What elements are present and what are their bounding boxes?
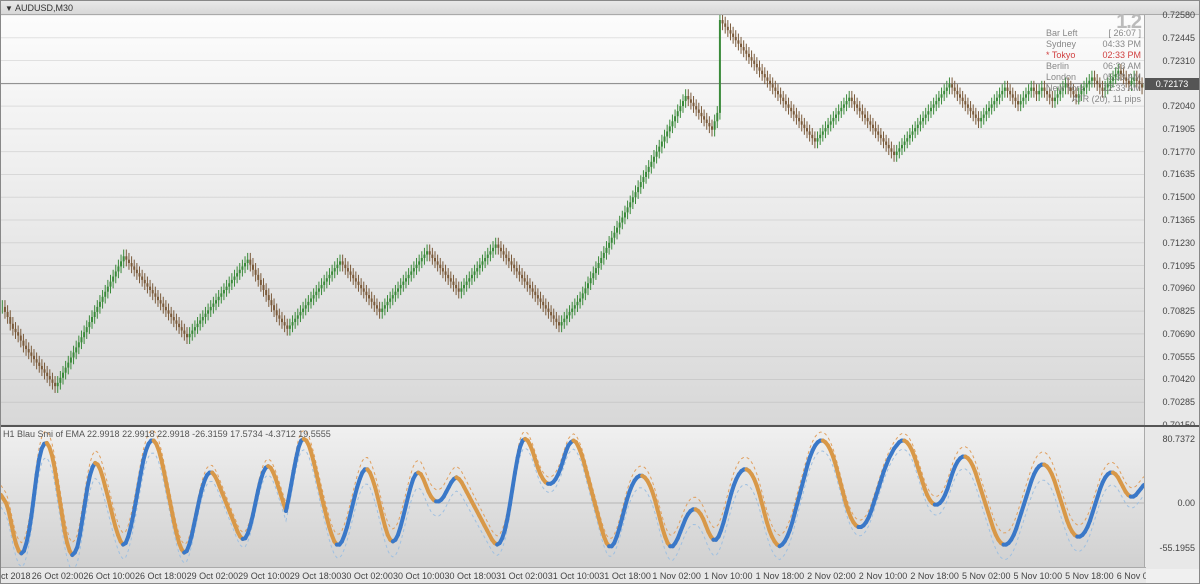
time-tick: 31 Oct 18:00 — [599, 571, 651, 581]
spread-number: 1.2 — [1046, 17, 1141, 28]
indicator-tick: 80.7372 — [1162, 434, 1195, 444]
time-tick: 26 Oct 18:00 — [135, 571, 187, 581]
time-tick: 31 Oct 02:00 — [496, 571, 548, 581]
info-panel: 1.2 Bar Left[ 26:07 ]Sydney04:33 PM* Tok… — [1046, 17, 1141, 105]
info-row: * Tokyo02:33 PM — [1046, 50, 1141, 61]
time-tick: 5 Nov 18:00 — [1065, 571, 1114, 581]
time-tick: 29 Oct 10:00 — [238, 571, 290, 581]
price-tick: 0.71365 — [1162, 215, 1195, 225]
price-tick: 0.70420 — [1162, 374, 1195, 384]
price-tick: 0.70555 — [1162, 352, 1195, 362]
price-tick: 0.71770 — [1162, 147, 1195, 157]
time-tick: 1 Nov 10:00 — [704, 571, 753, 581]
time-tick: 2 Nov 18:00 — [910, 571, 959, 581]
time-tick: 1 Nov 18:00 — [756, 571, 805, 581]
time-tick: 26 Oct 10:00 — [83, 571, 135, 581]
time-tick: 5 Nov 10:00 — [1014, 571, 1063, 581]
indicator-axis: 80.7372 0.00 -55.1955 — [1144, 427, 1199, 569]
time-tick: 29 Oct 18:00 — [290, 571, 342, 581]
indicator-chart[interactable] — [1, 427, 1146, 569]
info-row: London05:33 AM — [1046, 72, 1141, 83]
price-tick: 0.70285 — [1162, 397, 1195, 407]
time-tick: 30 Oct 18:00 — [445, 571, 497, 581]
indicator-label: H1 Blau Smi of EMA 22.9918 22.9918 22.99… — [3, 429, 331, 439]
time-tick: 31 Oct 10:00 — [548, 571, 600, 581]
time-tick: 2 Nov 10:00 — [859, 571, 908, 581]
price-tick: 0.71635 — [1162, 169, 1195, 179]
time-tick: 1 Nov 02:00 — [652, 571, 701, 581]
price-tick: 0.70960 — [1162, 283, 1195, 293]
current-price-marker: 0.72173 — [1145, 78, 1199, 90]
time-axis: 25 Oct 201826 Oct 02:0026 Oct 10:0026 Oc… — [1, 567, 1146, 583]
time-tick: 26 Oct 02:00 — [32, 571, 84, 581]
price-tick: 0.72580 — [1162, 10, 1195, 20]
indicator-tick: 0.00 — [1177, 498, 1195, 508]
price-tick: 0.70690 — [1162, 329, 1195, 339]
time-tick: 2 Nov 02:00 — [807, 571, 856, 581]
price-canvas — [1, 15, 1146, 425]
info-row: ATR (20), 11 pips — [1046, 94, 1141, 105]
price-tick: 0.72040 — [1162, 101, 1195, 111]
info-row: Berlin06:33 AM — [1046, 61, 1141, 72]
time-tick: 25 Oct 2018 — [1, 571, 31, 581]
dropdown-icon[interactable]: ▼ — [5, 2, 13, 16]
price-tick: 0.71905 — [1162, 124, 1195, 134]
main-price-chart[interactable] — [1, 15, 1146, 425]
price-tick: 0.71095 — [1162, 261, 1195, 271]
price-tick: 0.71230 — [1162, 238, 1195, 248]
time-tick: 5 Nov 02:00 — [962, 571, 1011, 581]
title-bar[interactable]: ▼ AUDUSD,M30 — [1, 1, 1199, 15]
info-row: Bar Left[ 26:07 ] — [1046, 28, 1141, 39]
price-tick: 0.72445 — [1162, 33, 1195, 43]
info-row: Sydney04:33 PM — [1046, 39, 1141, 50]
price-tick: 0.71500 — [1162, 192, 1195, 202]
chart-window: ▼ AUDUSD,M30 0.72580 0.72445 0.72310 0.7217… — [0, 0, 1200, 584]
price-tick: 0.70825 — [1162, 306, 1195, 316]
time-tick: 6 Nov 02:00 — [1117, 571, 1146, 581]
time-tick: 30 Oct 02:00 — [341, 571, 393, 581]
price-tick: 0.72310 — [1162, 56, 1195, 66]
symbol-title: AUDUSD,M30 — [15, 3, 73, 13]
price-axis: 0.725800.724450.723100.721750.720400.719… — [1144, 15, 1199, 425]
info-row: New York12:33 AM — [1046, 83, 1141, 94]
time-tick: 30 Oct 10:00 — [393, 571, 445, 581]
indicator-tick: -55.1955 — [1159, 543, 1195, 553]
time-tick: 29 Oct 02:00 — [187, 571, 239, 581]
indicator-canvas — [1, 427, 1146, 569]
